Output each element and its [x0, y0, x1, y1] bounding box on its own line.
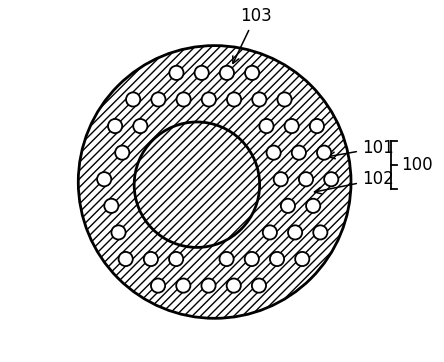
Circle shape [245, 252, 259, 266]
Circle shape [274, 172, 288, 186]
Circle shape [310, 119, 324, 133]
Text: 100: 100 [401, 156, 433, 174]
Circle shape [97, 172, 111, 186]
Circle shape [111, 225, 126, 240]
Circle shape [252, 278, 266, 293]
Circle shape [202, 278, 216, 293]
Circle shape [259, 119, 274, 133]
Circle shape [292, 146, 306, 160]
Circle shape [252, 92, 266, 106]
Circle shape [104, 199, 119, 213]
Circle shape [119, 252, 133, 266]
Circle shape [226, 278, 241, 293]
Circle shape [220, 66, 234, 80]
Circle shape [295, 252, 309, 266]
Circle shape [176, 278, 190, 293]
Circle shape [245, 66, 259, 80]
Circle shape [151, 278, 165, 293]
Circle shape [266, 146, 281, 160]
Circle shape [115, 146, 129, 160]
Text: 101: 101 [328, 139, 394, 159]
Circle shape [169, 252, 183, 266]
Circle shape [324, 172, 338, 186]
Circle shape [227, 92, 241, 106]
Circle shape [317, 146, 331, 160]
Circle shape [263, 225, 277, 240]
Circle shape [78, 46, 351, 318]
Circle shape [202, 92, 216, 106]
Circle shape [281, 199, 295, 213]
Circle shape [126, 92, 140, 106]
Circle shape [306, 199, 320, 213]
Circle shape [151, 92, 166, 106]
Circle shape [285, 119, 299, 133]
Circle shape [144, 252, 158, 266]
Circle shape [278, 92, 292, 106]
Circle shape [177, 92, 191, 106]
Circle shape [169, 66, 183, 80]
Text: 102: 102 [314, 170, 394, 194]
Circle shape [194, 66, 209, 80]
Circle shape [288, 225, 302, 240]
Circle shape [219, 252, 234, 266]
Circle shape [299, 172, 313, 186]
Circle shape [313, 225, 327, 240]
Circle shape [270, 252, 284, 266]
Circle shape [108, 119, 122, 133]
Circle shape [134, 122, 260, 247]
Circle shape [133, 119, 147, 133]
Text: 103: 103 [233, 7, 271, 63]
